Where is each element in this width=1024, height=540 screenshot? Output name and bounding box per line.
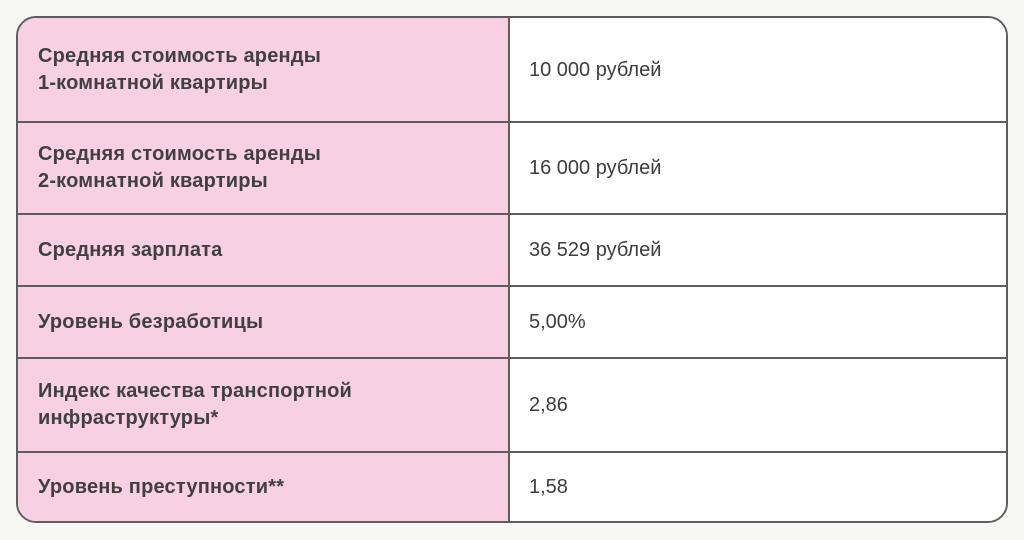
metric-value: 1,58 xyxy=(510,453,1006,521)
metric-value: 10 000 рублей xyxy=(510,18,1006,121)
metric-label: Средняя стоимость аренды 1-комнатной ква… xyxy=(18,18,510,121)
metric-value: 5,00% xyxy=(510,287,1006,357)
metric-label: Уровень преступности** xyxy=(18,453,510,521)
table-row: Средняя стоимость аренды 2-комнатной ква… xyxy=(18,123,1006,215)
table-row: Уровень безработицы 5,00% xyxy=(18,287,1006,359)
table-row: Индекс качества транспортной инфраструкт… xyxy=(18,359,1006,453)
metric-value: 16 000 рублей xyxy=(510,123,1006,213)
metric-label: Индекс качества транспортной инфраструкт… xyxy=(18,359,510,451)
metric-label: Средняя стоимость аренды 2-комнатной ква… xyxy=(18,123,510,213)
metric-value: 36 529 рублей xyxy=(510,215,1006,285)
table-row: Средняя стоимость аренды 1-комнатной ква… xyxy=(18,18,1006,123)
metric-label: Средняя зарплата xyxy=(18,215,510,285)
table-row: Уровень преступности** 1,58 xyxy=(18,453,1006,521)
stats-table: Средняя стоимость аренды 1-комнатной ква… xyxy=(16,16,1008,523)
metric-value: 2,86 xyxy=(510,359,1006,451)
metric-label: Уровень безработицы xyxy=(18,287,510,357)
table-row: Средняя зарплата 36 529 рублей xyxy=(18,215,1006,287)
